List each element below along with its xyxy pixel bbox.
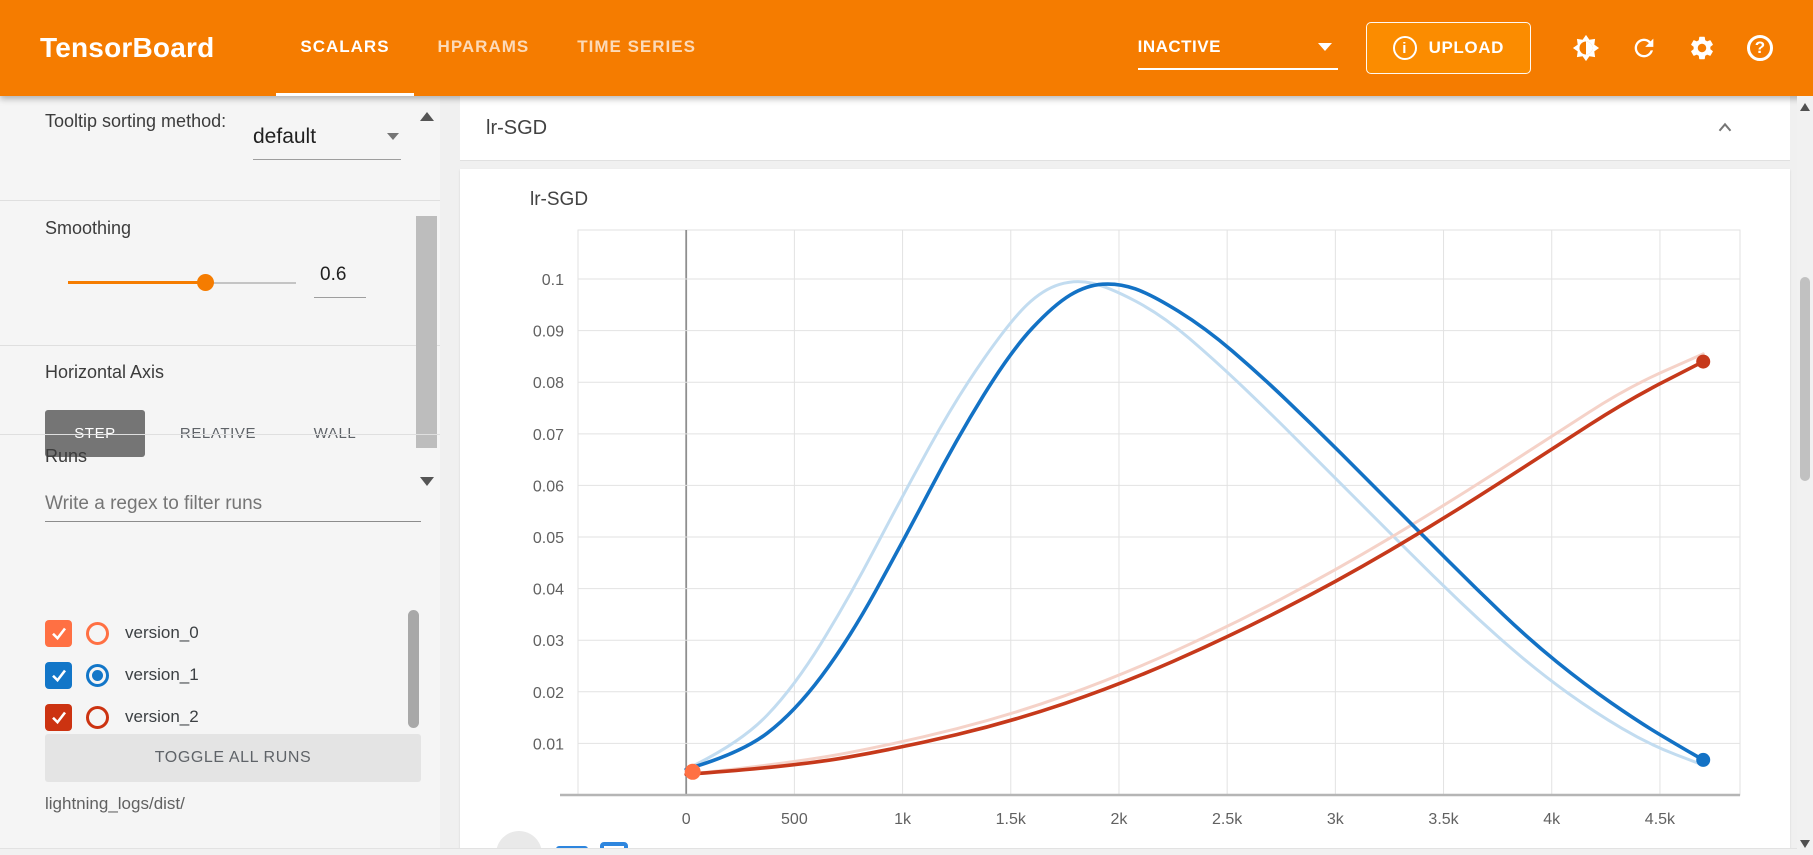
svg-text:0.04: 0.04 bbox=[533, 582, 564, 599]
run-checkbox-version-2[interactable] bbox=[45, 703, 72, 731]
scroll-down-icon[interactable] bbox=[420, 477, 434, 486]
svg-text:0.05: 0.05 bbox=[533, 530, 564, 547]
collapse-section-button[interactable] bbox=[1710, 113, 1740, 143]
lr-sgd-line-chart[interactable]: 0 500 1k 1.5k 2k 2.5k 3k 3.5k 4k 4.5k 0.01 0.02 0.03… bbox=[460, 169, 1790, 855]
run-name: version_2 bbox=[125, 707, 199, 726]
svg-text:0.1: 0.1 bbox=[542, 272, 564, 289]
toggle-all-runs-button[interactable]: TOGGLE ALL RUNS bbox=[45, 734, 421, 782]
runs-scrollbar-thumb[interactable] bbox=[408, 610, 419, 728]
slider-fill bbox=[68, 281, 205, 284]
svg-text:500: 500 bbox=[781, 811, 808, 828]
scroll-down-icon[interactable] bbox=[1800, 840, 1810, 848]
log-directory-path: lightning_logs/dist/ bbox=[45, 794, 185, 813]
settings-icon bbox=[1688, 34, 1716, 62]
run-name: version_0 bbox=[125, 623, 199, 642]
tab-hparams[interactable]: HPARAMS bbox=[437, 36, 530, 56]
radio-dot bbox=[92, 669, 103, 681]
svg-text:2.5k: 2.5k bbox=[1212, 811, 1243, 828]
smoothing-label: Smoothing bbox=[45, 218, 132, 238]
run-radio-version-0[interactable] bbox=[86, 621, 109, 645]
tab-time-series[interactable]: TIME SERIES bbox=[577, 36, 696, 56]
svg-text:0.01: 0.01 bbox=[533, 736, 564, 753]
header-icon-group: ? bbox=[1557, 19, 1789, 77]
check-icon bbox=[51, 669, 66, 683]
check-icon bbox=[51, 711, 66, 725]
smoothing-value-field[interactable]: 0.6 bbox=[314, 264, 366, 298]
run-name: version_1 bbox=[125, 665, 199, 684]
svg-text:3.5k: 3.5k bbox=[1428, 811, 1459, 828]
refresh-button[interactable] bbox=[1615, 19, 1673, 77]
svg-text:0.09: 0.09 bbox=[533, 324, 564, 341]
main-tabs: SCALARS HPARAMS TIME SERIES bbox=[276, 0, 720, 96]
runs-title: Runs bbox=[45, 446, 88, 466]
svg-text:4.5k: 4.5k bbox=[1645, 811, 1676, 828]
run-row-version-2: version_2 bbox=[45, 696, 395, 738]
smoothing-slider[interactable] bbox=[68, 273, 296, 293]
sidebar-scrollbar[interactable] bbox=[416, 104, 437, 494]
slider-thumb[interactable] bbox=[196, 274, 214, 291]
divider bbox=[0, 434, 440, 435]
axis-option-step[interactable]: STEP bbox=[45, 410, 145, 457]
info-icon: i bbox=[1392, 36, 1417, 60]
status-dropdown-value: INACTIVE bbox=[1137, 37, 1221, 56]
axis-option-relative[interactable]: RELATIVE bbox=[179, 425, 257, 442]
tooltip-sorting-label: Tooltip sorting method: bbox=[45, 111, 227, 131]
run-checkbox-version-0[interactable] bbox=[45, 619, 72, 647]
chevron-down-icon bbox=[1317, 43, 1332, 51]
svg-text:2k: 2k bbox=[1111, 811, 1129, 828]
refresh-icon bbox=[1630, 34, 1658, 62]
horizontal-scrollbar[interactable] bbox=[0, 848, 1797, 855]
brightness-icon bbox=[1572, 34, 1600, 62]
runs-filter-input[interactable] bbox=[45, 486, 421, 522]
run-row-version-1: version_1 bbox=[45, 654, 395, 696]
tab-scalars[interactable]: SCALARS bbox=[276, 0, 414, 96]
help-icon: ? bbox=[1747, 35, 1773, 61]
upload-button[interactable]: i UPLOAD bbox=[1365, 22, 1531, 74]
svg-text:1k: 1k bbox=[894, 811, 912, 828]
page-scrollbar[interactable] bbox=[1797, 96, 1813, 855]
divider bbox=[0, 345, 440, 346]
sidebar: Tooltip sorting method: default Smoothin… bbox=[0, 96, 440, 855]
app-bar: TensorBoard SCALARS HPARAMS TIME SERIES IN… bbox=[0, 0, 1813, 96]
axis-option-wall[interactable]: WALL bbox=[313, 425, 357, 442]
help-button[interactable]: ? bbox=[1731, 19, 1789, 77]
svg-text:0.03: 0.03 bbox=[533, 633, 564, 650]
run-radio-version-1[interactable] bbox=[86, 663, 109, 687]
svg-text:1.5k: 1.5k bbox=[996, 811, 1027, 828]
divider bbox=[0, 200, 440, 201]
check-icon bbox=[51, 627, 66, 641]
scrollbar-thumb[interactable] bbox=[1800, 277, 1810, 481]
scroll-up-icon[interactable] bbox=[1800, 103, 1810, 111]
svg-text:3k: 3k bbox=[1327, 811, 1345, 828]
svg-text:0.06: 0.06 bbox=[533, 478, 564, 495]
svg-text:4k: 4k bbox=[1543, 811, 1561, 828]
appbar-right: INACTIVE i UPLOAD ? bbox=[1137, 19, 1789, 77]
svg-text:0.02: 0.02 bbox=[533, 685, 564, 702]
brightness-button[interactable] bbox=[1557, 19, 1615, 77]
scroll-up-icon[interactable] bbox=[420, 112, 434, 121]
run-row-version-0: version_0 bbox=[45, 612, 395, 654]
upload-button-label: UPLOAD bbox=[1428, 38, 1504, 57]
tooltip-sorting-value: default bbox=[253, 124, 317, 148]
run-checkbox-version-1[interactable] bbox=[45, 661, 72, 689]
chart-title: lr-SGD bbox=[530, 189, 589, 210]
status-dropdown[interactable]: INACTIVE bbox=[1137, 26, 1338, 70]
scrollbar-thumb[interactable] bbox=[416, 216, 437, 448]
main-content: lr-SGD lr-SGD 0 500 1k 1.5k 2k 2.5k 3k 3.5k 4k 4.… bbox=[440, 96, 1797, 855]
app-logo: TensorBoard bbox=[40, 32, 215, 63]
svg-text:0.08: 0.08 bbox=[533, 375, 564, 392]
svg-text:0.07: 0.07 bbox=[533, 427, 564, 444]
tooltip-sorting-dropdown[interactable]: default bbox=[253, 114, 401, 160]
scalar-section-header[interactable]: lr-SGD bbox=[460, 96, 1790, 161]
chevron-up-icon bbox=[1718, 122, 1732, 132]
section-title: lr-SGD bbox=[486, 116, 548, 139]
chart-card: lr-SGD 0 500 1k 1.5k 2k 2.5k 3k 3.5k 4k 4.5k 0.01 0… bbox=[460, 169, 1790, 855]
svg-text:0: 0 bbox=[682, 811, 691, 828]
horizontal-axis-label: Horizontal Axis bbox=[45, 362, 165, 382]
run-radio-version-2[interactable] bbox=[86, 705, 109, 729]
settings-button[interactable] bbox=[1673, 19, 1731, 77]
chevron-down-icon bbox=[387, 133, 399, 140]
